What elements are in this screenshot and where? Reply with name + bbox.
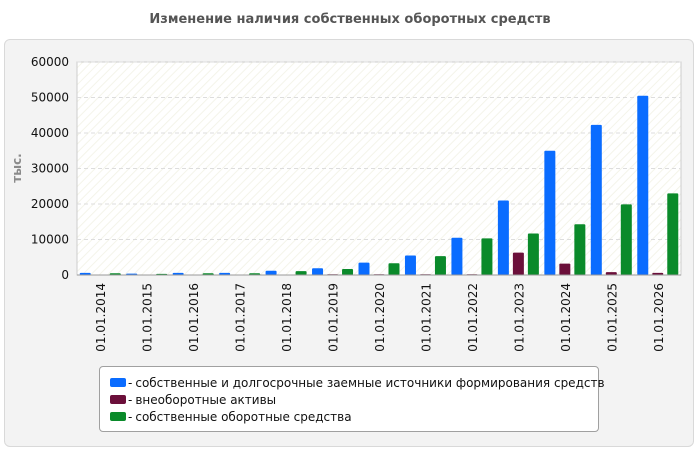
bar	[451, 237, 463, 275]
bar	[295, 271, 307, 275]
bar	[637, 95, 649, 275]
x-tick-label: 01.01.2017	[234, 283, 248, 352]
x-tick-label: 01.01.2022	[466, 283, 480, 352]
x-tick-label: 01.01.2016	[187, 283, 201, 352]
legend-swatch-blue	[110, 378, 126, 387]
legend-label: собственные оборотные средства	[135, 409, 352, 424]
x-tick-label: 01.01.2015	[141, 283, 155, 352]
bar	[342, 268, 354, 275]
legend-item-sources: - собственные и долгосрочные заемные ист…	[110, 374, 605, 391]
bar	[512, 252, 524, 275]
bar	[388, 263, 400, 275]
y-axis-label: тыс.	[10, 153, 24, 182]
legend-label: внеоборотные активы	[135, 392, 277, 407]
legend-label: собственные и долгосрочные заемные источ…	[135, 375, 605, 390]
grid-lines	[77, 61, 681, 240]
bar	[312, 268, 324, 275]
bar	[527, 233, 539, 275]
bar	[620, 204, 632, 275]
y-tick-label: 30000	[31, 162, 69, 176]
bars	[79, 95, 679, 276]
legend-swatch-green	[110, 412, 126, 421]
x-tick-label: 01.01.2024	[559, 283, 573, 352]
x-tick-label: 01.01.2014	[94, 283, 108, 352]
bar	[172, 272, 184, 275]
bar	[559, 263, 571, 275]
bar	[79, 272, 91, 275]
bar	[667, 193, 679, 275]
y-tick-label: 0	[61, 268, 69, 282]
chart-title: Изменение наличия собственных оборотных …	[149, 12, 551, 27]
bar	[481, 238, 493, 275]
bar	[605, 272, 617, 275]
x-tick-label: 01.01.2023	[512, 283, 526, 352]
bar	[590, 124, 602, 276]
x-tick-label: 01.01.2018	[280, 283, 294, 352]
y-tick-label: 20000	[31, 197, 69, 211]
bar	[265, 270, 277, 275]
bar	[574, 224, 586, 275]
x-tick-label: 01.01.2021	[419, 283, 433, 352]
legend-item-working-capital: - собственные оборотные средства	[110, 408, 598, 425]
bar	[497, 200, 509, 275]
bar	[358, 262, 370, 275]
x-tick-label: 01.01.2026	[652, 283, 666, 352]
x-tick-label: 01.01.2019	[327, 283, 341, 352]
y-tick-label: 50000	[31, 91, 69, 105]
y-axis-ticks: 0 10000 20000 30000 40000 50000 60000	[31, 55, 69, 282]
bar	[404, 255, 416, 275]
x-axis-ticks: 01.01.2014 01.01.2015 01.01.2016 01.01.2017…	[94, 283, 666, 352]
bar	[219, 272, 231, 275]
legend-item-noncurrent-assets: - внеоборотные активы	[110, 391, 598, 408]
bar	[652, 272, 664, 275]
bar	[434, 256, 446, 275]
x-tick-label: 01.01.2020	[373, 283, 387, 352]
y-tick-label: 10000	[31, 233, 69, 247]
y-tick-label: 60000	[31, 55, 69, 69]
chart-legend: - собственные и долгосрочные заемные ист…	[99, 366, 605, 432]
legend-swatch-maroon	[110, 395, 126, 404]
y-tick-label: 40000	[31, 126, 69, 140]
bar	[544, 150, 556, 275]
x-tick-label: 01.01.2025	[605, 283, 619, 352]
